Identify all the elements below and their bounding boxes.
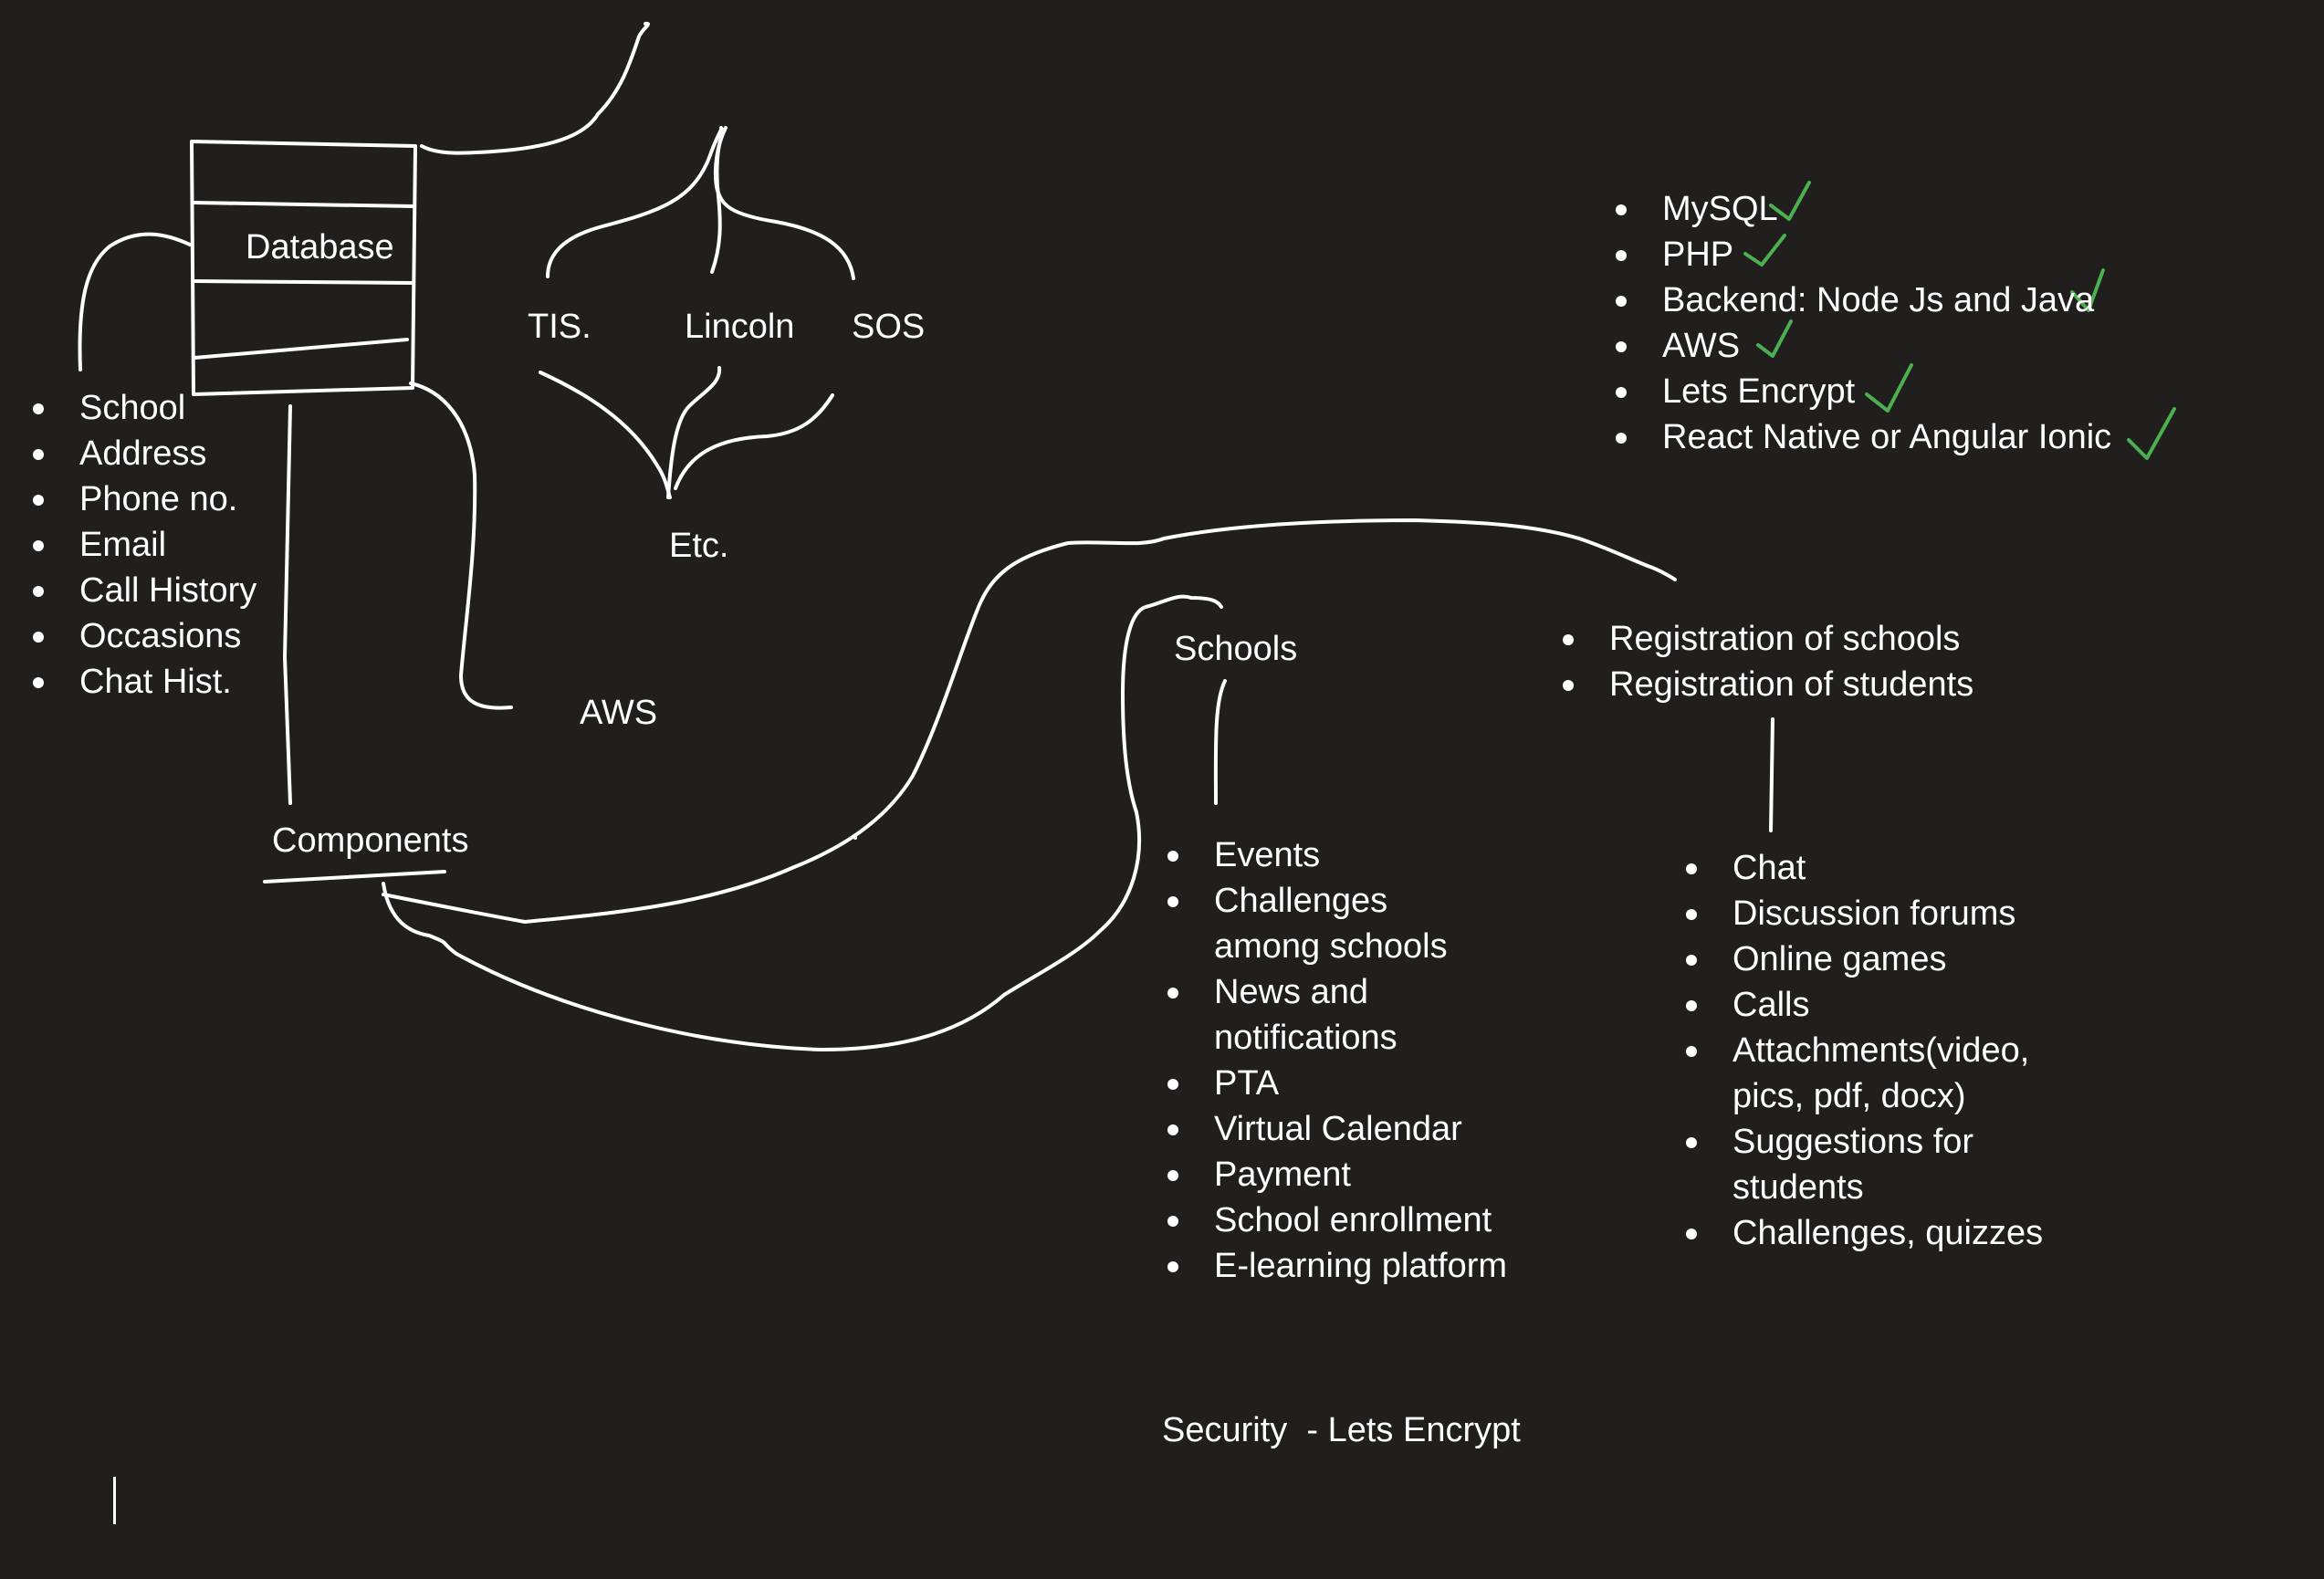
list-item: Events xyxy=(1162,832,1545,878)
sos-label: SOS xyxy=(852,308,926,346)
list-item: Registration of students xyxy=(1557,662,1973,707)
list-item: Backend: Node Js and Java xyxy=(1610,277,2111,323)
list-item: Chat Hist. xyxy=(27,659,256,705)
stray-dot xyxy=(853,836,857,840)
check-mark-icon xyxy=(2070,268,2105,312)
list-item: Attachments(video, pics, pdf, docx) xyxy=(1680,1028,2043,1119)
bottom-brace xyxy=(539,371,672,499)
aws-label: AWS xyxy=(580,694,658,732)
security-label: Security - Lets Encrypt xyxy=(1162,1411,1521,1449)
database-box xyxy=(190,140,417,396)
database-row-line xyxy=(193,279,414,285)
check-mark-icon xyxy=(1865,363,1913,413)
list-item: Occasions xyxy=(27,613,256,659)
list-item: Payment xyxy=(1162,1152,1545,1197)
list-item: Challenges, quizzes xyxy=(1680,1210,2082,1256)
list-item: React Native or Angular Ionic xyxy=(1610,414,2111,460)
lincoln-label: Lincoln xyxy=(685,308,795,346)
etc-label: Etc. xyxy=(669,527,729,565)
check-mark-icon xyxy=(2127,407,2176,460)
database-fields-list: School Address Phone no. Email Call Hist… xyxy=(27,385,256,705)
database-row-line xyxy=(193,201,415,208)
list-item: Chat xyxy=(1680,845,2082,891)
list-item: Lets Encrypt xyxy=(1610,369,2111,414)
check-mark-icon xyxy=(1743,234,1786,267)
check-mark-icon xyxy=(1769,181,1811,221)
connector-line xyxy=(1213,679,1227,805)
database-label: Database xyxy=(246,228,394,267)
list-item: News and notifications xyxy=(1162,969,1451,1061)
list-item: MySQL xyxy=(1610,186,2111,232)
list-item: Suggestions for students xyxy=(1680,1119,2025,1210)
bottom-brace xyxy=(666,366,722,499)
student-features-list: Chat Discussion forums Online games Call… xyxy=(1680,845,2082,1256)
list-item: Virtual Calendar xyxy=(1162,1106,1545,1152)
list-item: Phone no. xyxy=(27,476,256,522)
connector-line xyxy=(382,594,1223,1051)
connector-line xyxy=(382,518,1677,924)
list-item: Address xyxy=(27,431,256,476)
connector-line xyxy=(78,232,192,371)
top-brace xyxy=(713,126,855,280)
list-item: Online games xyxy=(1680,936,2082,982)
list-item: Call History xyxy=(27,568,256,613)
list-item: PTA xyxy=(1162,1061,1545,1106)
components-label: Components xyxy=(272,821,469,860)
list-item: Calls xyxy=(1680,982,2082,1028)
tech-stack-list: MySQL PHP Backend: Node Js and Java AWS … xyxy=(1610,186,2111,460)
list-item: PHP xyxy=(1610,232,2111,277)
list-item: Discussion forums xyxy=(1680,891,2082,936)
connector-line xyxy=(409,382,513,710)
schools-label: Schools xyxy=(1174,630,1298,668)
registration-list: Registration of schools Registration of … xyxy=(1557,616,1973,707)
top-brace xyxy=(546,126,724,278)
connector-line xyxy=(420,21,650,155)
database-row-line xyxy=(193,338,409,360)
list-item: School enrollment xyxy=(1162,1197,1545,1243)
top-brace xyxy=(710,128,726,274)
tis-label: TIS. xyxy=(528,308,591,346)
list-item: E-learning platform xyxy=(1162,1243,1545,1289)
school-features-list: Events Challenges among schools News and… xyxy=(1162,832,1545,1289)
check-mark-icon xyxy=(1756,319,1793,358)
connector-line xyxy=(1769,717,1774,832)
list-item: Registration of schools xyxy=(1557,616,1973,662)
list-item: School xyxy=(27,385,256,431)
components-underline xyxy=(263,870,446,884)
list-item: AWS xyxy=(1610,323,2111,369)
list-item: Email xyxy=(27,522,256,568)
bottom-brace xyxy=(674,393,834,490)
text-cursor xyxy=(113,1477,116,1524)
list-item: Challenges among schools xyxy=(1162,878,1488,969)
connector-line xyxy=(283,404,292,805)
